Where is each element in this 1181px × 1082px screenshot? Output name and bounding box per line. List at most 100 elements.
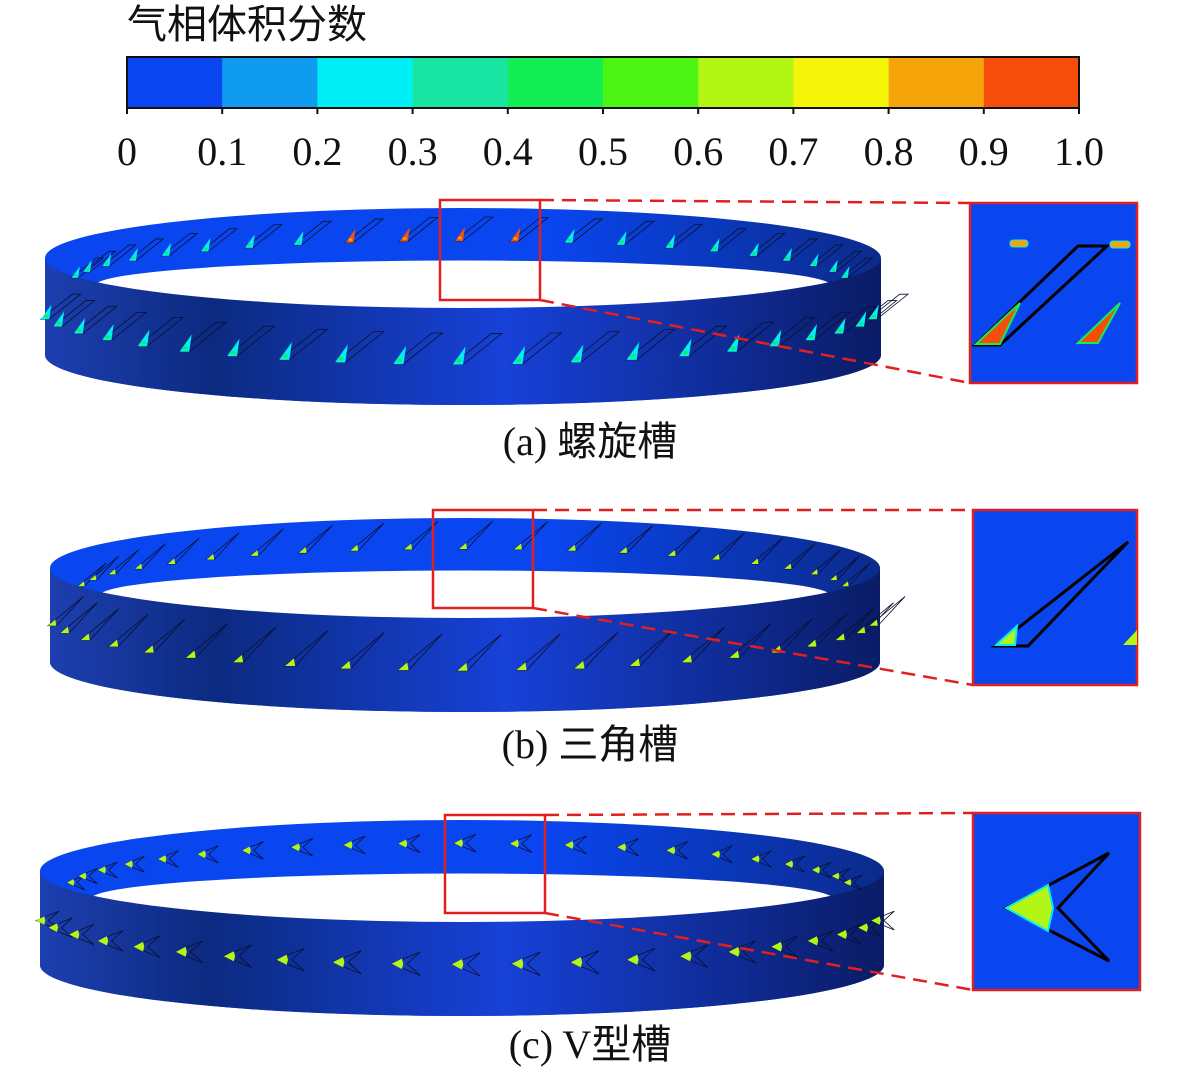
groove-cavity [749,242,759,256]
groove-cavity [809,253,819,267]
groove-cavity [284,658,296,666]
groove-outline [510,951,541,976]
groove-outline [508,834,533,853]
highlight-box [443,813,547,915]
groove-outline [88,555,119,581]
colorbar-title: 气相体积分数 [127,2,367,47]
groove-cavity [784,563,792,569]
groove-cavity [772,340,778,345]
groove-cavity [164,251,169,255]
groove-cavity [682,350,688,355]
groove-cavity [226,338,240,357]
colorbar-segment [507,57,604,108]
groove-cavity [89,575,97,581]
tick-label: 0 [117,129,137,174]
groove-cavity [185,650,196,658]
groove-cavity [871,314,876,318]
zoom-line [539,198,971,205]
groove-cavity [133,941,145,952]
groove-cavity [834,317,846,334]
colorbar-segment [603,57,699,108]
highlight-box [431,508,535,610]
groove-outline [52,300,96,327]
groove-cavity [167,558,176,564]
groove-cavity [513,543,522,550]
groove-outline [160,233,199,257]
groove-cavity [785,256,790,260]
groove-cavity [456,358,462,363]
ring-front-wall [50,568,880,712]
groove-cavity [206,553,215,560]
groove-cavity [835,633,845,641]
groove-cavity [509,839,519,848]
groove-cavity [78,872,87,880]
inset-cavity [973,302,1021,345]
groove-outline [616,838,640,857]
groove-outline [39,293,82,320]
inset-cavity [1075,302,1121,344]
groove-outline [156,850,179,868]
groove-cavity [516,358,522,363]
ring-hole [90,873,834,925]
groove-cavity [60,626,69,634]
groove-cavity [711,850,720,859]
groove-outline [867,293,910,320]
groove-outline [178,321,228,353]
groove-cavity [108,569,116,575]
groove-cavity [124,860,133,868]
groove-cavity [712,247,717,251]
groove-cavity [728,946,740,957]
groove-cavity [391,958,404,969]
groove-cavity [869,619,878,626]
groove-cavity [233,654,244,663]
groove-cavity [97,866,106,874]
groove-cavity [279,342,292,360]
groove-outline [249,528,284,557]
groove-outline [174,940,204,964]
caption: (a) 螺旋槽 [503,419,677,464]
inset-cavity [993,623,1019,646]
groove-outline [397,834,421,853]
groove-cavity [831,872,840,880]
groove-cavity [512,345,526,365]
groove-cavity [858,923,868,933]
groove-outline [710,845,733,864]
groove-cavity [48,923,59,933]
inset-cavity [1123,630,1137,645]
groove-cavity [350,544,359,551]
groove-cavity [807,936,819,946]
groove-cavity [276,954,288,965]
groove-outline [196,845,219,864]
groove-outline [96,861,118,879]
groove-cavity [666,846,676,855]
groove-cavity [812,262,816,265]
groove-cavity [751,558,759,564]
groove-outline [77,867,98,885]
groove-cavity [712,553,720,560]
tick-label: 0.4 [483,129,533,174]
groove-outline [59,602,98,634]
groove-cavity [77,328,82,332]
groove-outline [65,874,86,891]
groove-outline [76,562,107,587]
groove-cavity [752,251,756,255]
groove-cavity [53,311,65,327]
groove-cavity [183,346,189,350]
groove-outline [840,562,871,587]
groove-outline [391,332,444,365]
groove-cavity [293,231,304,245]
groove-cavity [134,563,143,569]
groove-cavity [131,256,136,260]
groove-cavity [104,262,109,265]
groove-cavity [230,350,236,355]
groove-cavity [402,236,407,240]
tick-label: 0.7 [768,129,818,174]
groove-cavity [831,268,836,271]
groove-outline [232,627,276,663]
groove-cavity [85,268,90,271]
groove-cavity [242,846,251,855]
groove-cavity [458,236,462,240]
groove-cavity [629,658,640,666]
groove-outline [512,521,549,550]
ring-front-wall [40,871,884,1016]
